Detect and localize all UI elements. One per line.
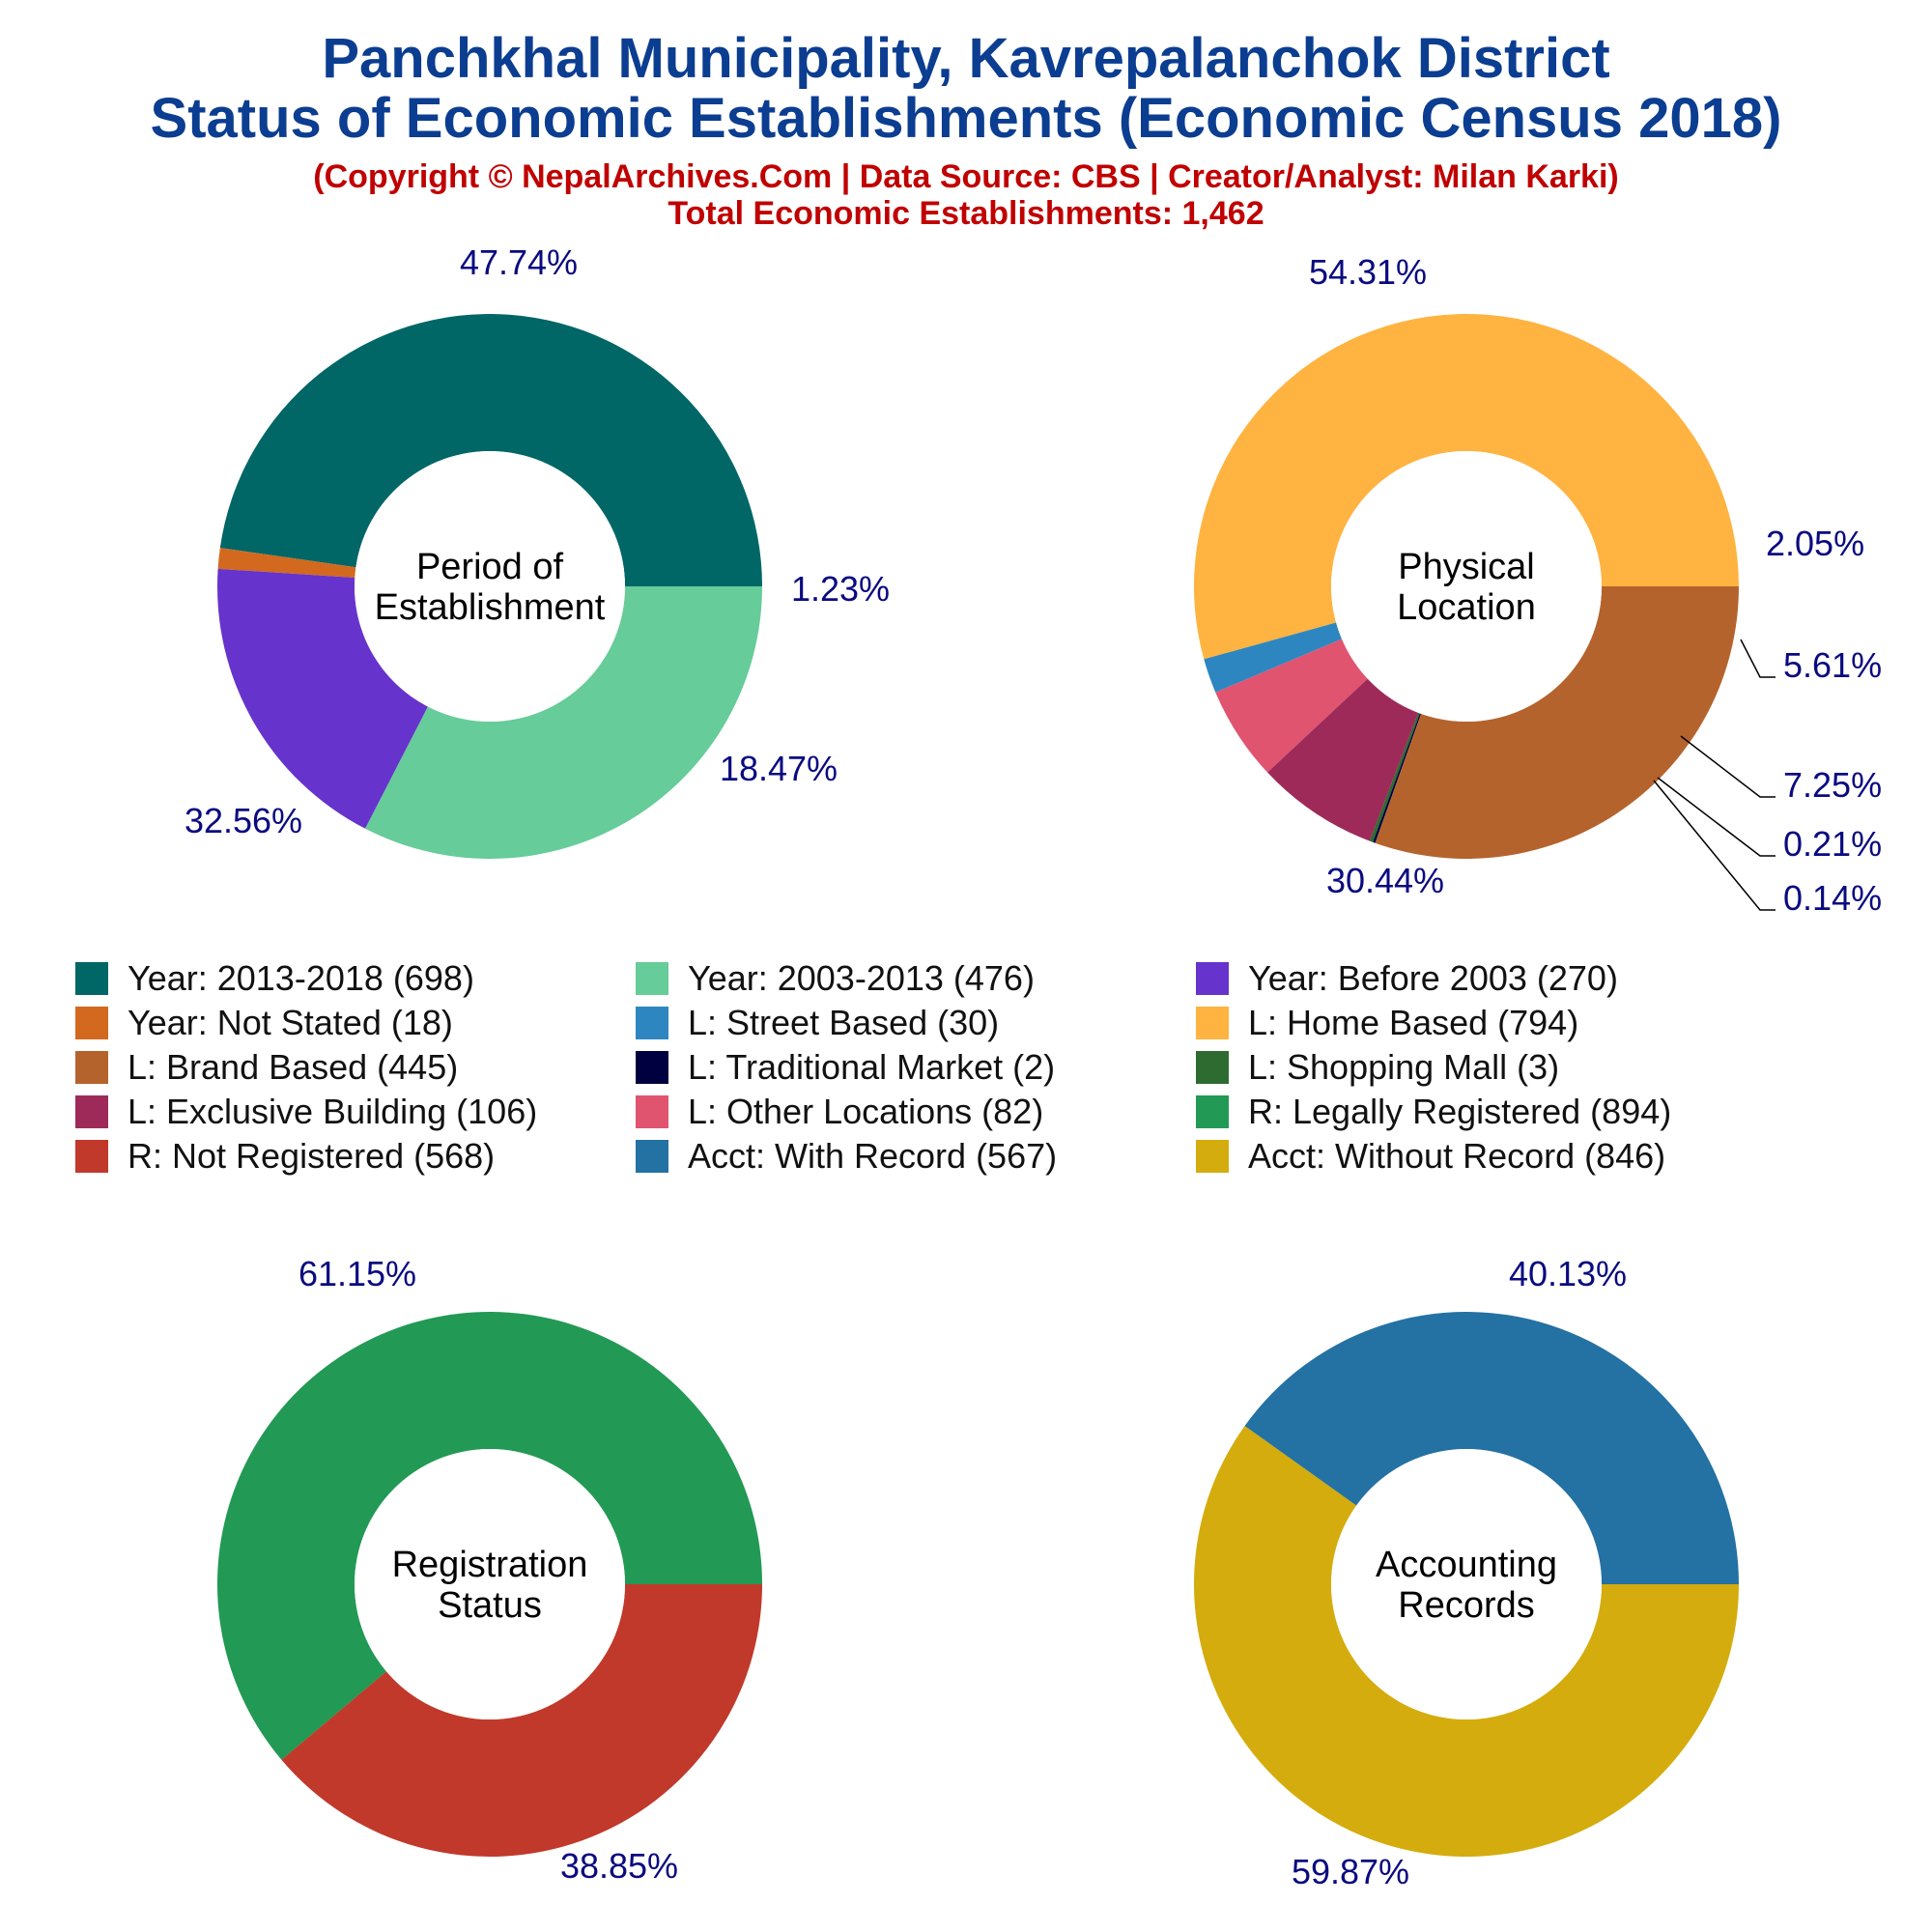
percent-label-l-traditional-market: 0.14% — [1783, 878, 1882, 918]
legend-item-year-before-2003-270: Year: Before 2003 (270) — [1196, 958, 1756, 998]
legend-label: R: Legally Registered (894) — [1248, 1092, 1672, 1131]
percent-label-l-shopping-mall: 0.21% — [1783, 824, 1882, 864]
legend-swatch — [636, 962, 668, 995]
donut-slice-year-2003-2013 — [365, 586, 762, 859]
legend-label: Acct: Without Record (846) — [1248, 1136, 1666, 1176]
percent-label-r-legally-registered: 61.15% — [298, 1254, 416, 1293]
donut-slice-r-not-registered — [281, 1584, 762, 1857]
legend-item-r-not-registered-568: R: Not Registered (568) — [75, 1136, 636, 1176]
legend-label: L: Brand Based (445) — [128, 1047, 459, 1087]
copyright-subtitle: (Copyright © NepalArchives.Com | Data So… — [313, 158, 1619, 195]
legend-swatch — [636, 1095, 668, 1128]
legend-item-year-not-stated-18: Year: Not Stated (18) — [75, 1003, 636, 1042]
donut-slice-l-exclusive-building — [1267, 678, 1419, 841]
legend-item-year-2013-2018-698: Year: 2013-2018 (698) — [75, 958, 636, 998]
percent-label-l-brand-based: 30.44% — [1326, 861, 1444, 900]
total-establishments-subtitle: Total Economic Establishments: 1,462 — [668, 195, 1264, 232]
legend-swatch — [75, 1051, 108, 1084]
legend-item-l-exclusive-building-106: L: Exclusive Building (106) — [75, 1092, 636, 1131]
chart-title-line-1: Panchkhal Municipality, Kavrepalanchok D… — [322, 27, 1610, 90]
percent-label-year-2013-2018: 47.74% — [460, 242, 578, 282]
legend-swatch — [636, 1051, 668, 1084]
legend-label: L: Traditional Market (2) — [688, 1047, 1056, 1087]
donut-center-label: Location — [1397, 587, 1536, 628]
legend-swatch — [75, 1007, 108, 1039]
legend-item-l-traditional-market-2: L: Traditional Market (2) — [636, 1047, 1196, 1087]
percent-label-r-not-registered: 38.85% — [560, 1846, 678, 1886]
donut-slice-acct-without-record — [1193, 1426, 1739, 1858]
legend-swatch — [636, 1140, 668, 1173]
percent-label-l-other-locations: 5.61% — [1783, 645, 1882, 685]
donut-slice-year-not-stated — [217, 548, 356, 578]
legend-label: Year: Not Stated (18) — [128, 1003, 453, 1042]
legend-item-r-legally-registered-894: R: Legally Registered (894) — [1196, 1092, 1756, 1131]
donut-slice-l-shopping-mall — [1369, 712, 1420, 842]
legend-label: Acct: With Record (567) — [688, 1136, 1058, 1176]
legend-item-l-home-based-794: L: Home Based (794) — [1196, 1003, 1756, 1042]
legend-swatch — [1196, 1051, 1229, 1084]
donut-slice-r-legally-registered — [216, 1312, 762, 1760]
legend-label: L: Home Based (794) — [1248, 1003, 1579, 1042]
legend-swatch — [75, 1095, 108, 1128]
leader-line — [1657, 777, 1776, 857]
donut-hole — [355, 1449, 625, 1719]
donut-slice-l-other-locations — [1215, 639, 1368, 773]
percent-label-year-before-2003: 18.47% — [720, 749, 838, 788]
percent-label-l-street-based: 2.05% — [1766, 524, 1864, 563]
donut-hole — [1331, 1449, 1602, 1719]
donut-slice-year-before-2003 — [216, 568, 428, 829]
legend-item-l-street-based-30: L: Street Based (30) — [636, 1003, 1196, 1042]
legend-swatch — [636, 1007, 668, 1039]
legend-label: L: Street Based (30) — [688, 1003, 1000, 1042]
leader-line — [1740, 639, 1776, 678]
legend-swatch — [75, 962, 108, 995]
legend-item-acct-with-record-567: Acct: With Record (567) — [636, 1136, 1196, 1176]
legend: Year: 2013-2018 (698) Year: 2003-2013 (47… — [75, 958, 1891, 1176]
legend-swatch — [75, 1140, 108, 1173]
percent-label-year-not-stated: 1.23% — [791, 569, 890, 609]
donut-slice-l-traditional-market — [1373, 713, 1422, 843]
percent-label-acct-without-record: 59.87% — [1292, 1852, 1409, 1891]
percent-label-year-2003-2013: 32.56% — [185, 801, 302, 840]
legend-item-l-brand-based-445: L: Brand Based (445) — [75, 1047, 636, 1087]
legend-item-year-2003-2013-476: Year: 2003-2013 (476) — [636, 958, 1196, 998]
donut-hole — [1331, 451, 1602, 722]
donut-slice-acct-with-record — [1244, 1312, 1739, 1584]
percent-label-l-home-based: 54.31% — [1309, 252, 1427, 292]
legend-item-l-other-locations-82: L: Other Locations (82) — [636, 1092, 1196, 1131]
legend-label: L: Other Locations (82) — [688, 1092, 1044, 1131]
donut-center-label: Accounting — [1376, 1545, 1557, 1585]
donut-center-label: Records — [1398, 1585, 1535, 1626]
legend-swatch — [1196, 1007, 1229, 1039]
percent-label-acct-with-record: 40.13% — [1509, 1254, 1627, 1293]
donut-center-label: Establishment — [375, 587, 606, 628]
legend-label: Year: 2003-2013 (476) — [688, 958, 1035, 998]
donut-slice-l-street-based — [1204, 622, 1343, 693]
donut-center-label: Status — [438, 1585, 542, 1626]
legend-label: L: Shopping Mall (3) — [1248, 1047, 1560, 1087]
legend-swatch — [1196, 1095, 1229, 1128]
legend-label: R: Not Registered (568) — [128, 1136, 496, 1176]
legend-swatch — [1196, 962, 1229, 995]
donut-center-label: Physical — [1398, 547, 1535, 587]
donut-center-label: Registration — [392, 1545, 588, 1585]
legend-swatch — [1196, 1140, 1229, 1173]
leader-line — [1653, 780, 1776, 911]
donut-hole — [355, 451, 625, 722]
donut-slice-year-2013-2018 — [219, 313, 763, 586]
donut-slice-l-brand-based — [1375, 586, 1739, 860]
legend-label: Year: Before 2003 (270) — [1248, 958, 1618, 998]
legend-item-acct-without-record-846: Acct: Without Record (846) — [1196, 1136, 1756, 1176]
legend-item-l-shopping-mall-3: L: Shopping Mall (3) — [1196, 1047, 1756, 1087]
legend-label: Year: 2013-2018 (698) — [128, 958, 474, 998]
donut-slice-l-home-based — [1194, 313, 1739, 660]
donut-center-label: Period of — [416, 547, 564, 587]
chart-title-line-2: Status of Economic Establishments (Econo… — [150, 87, 1782, 150]
percent-label-l-exclusive-building: 7.25% — [1783, 765, 1882, 805]
leader-line — [1680, 735, 1776, 798]
legend-label: L: Exclusive Building (106) — [128, 1092, 538, 1131]
